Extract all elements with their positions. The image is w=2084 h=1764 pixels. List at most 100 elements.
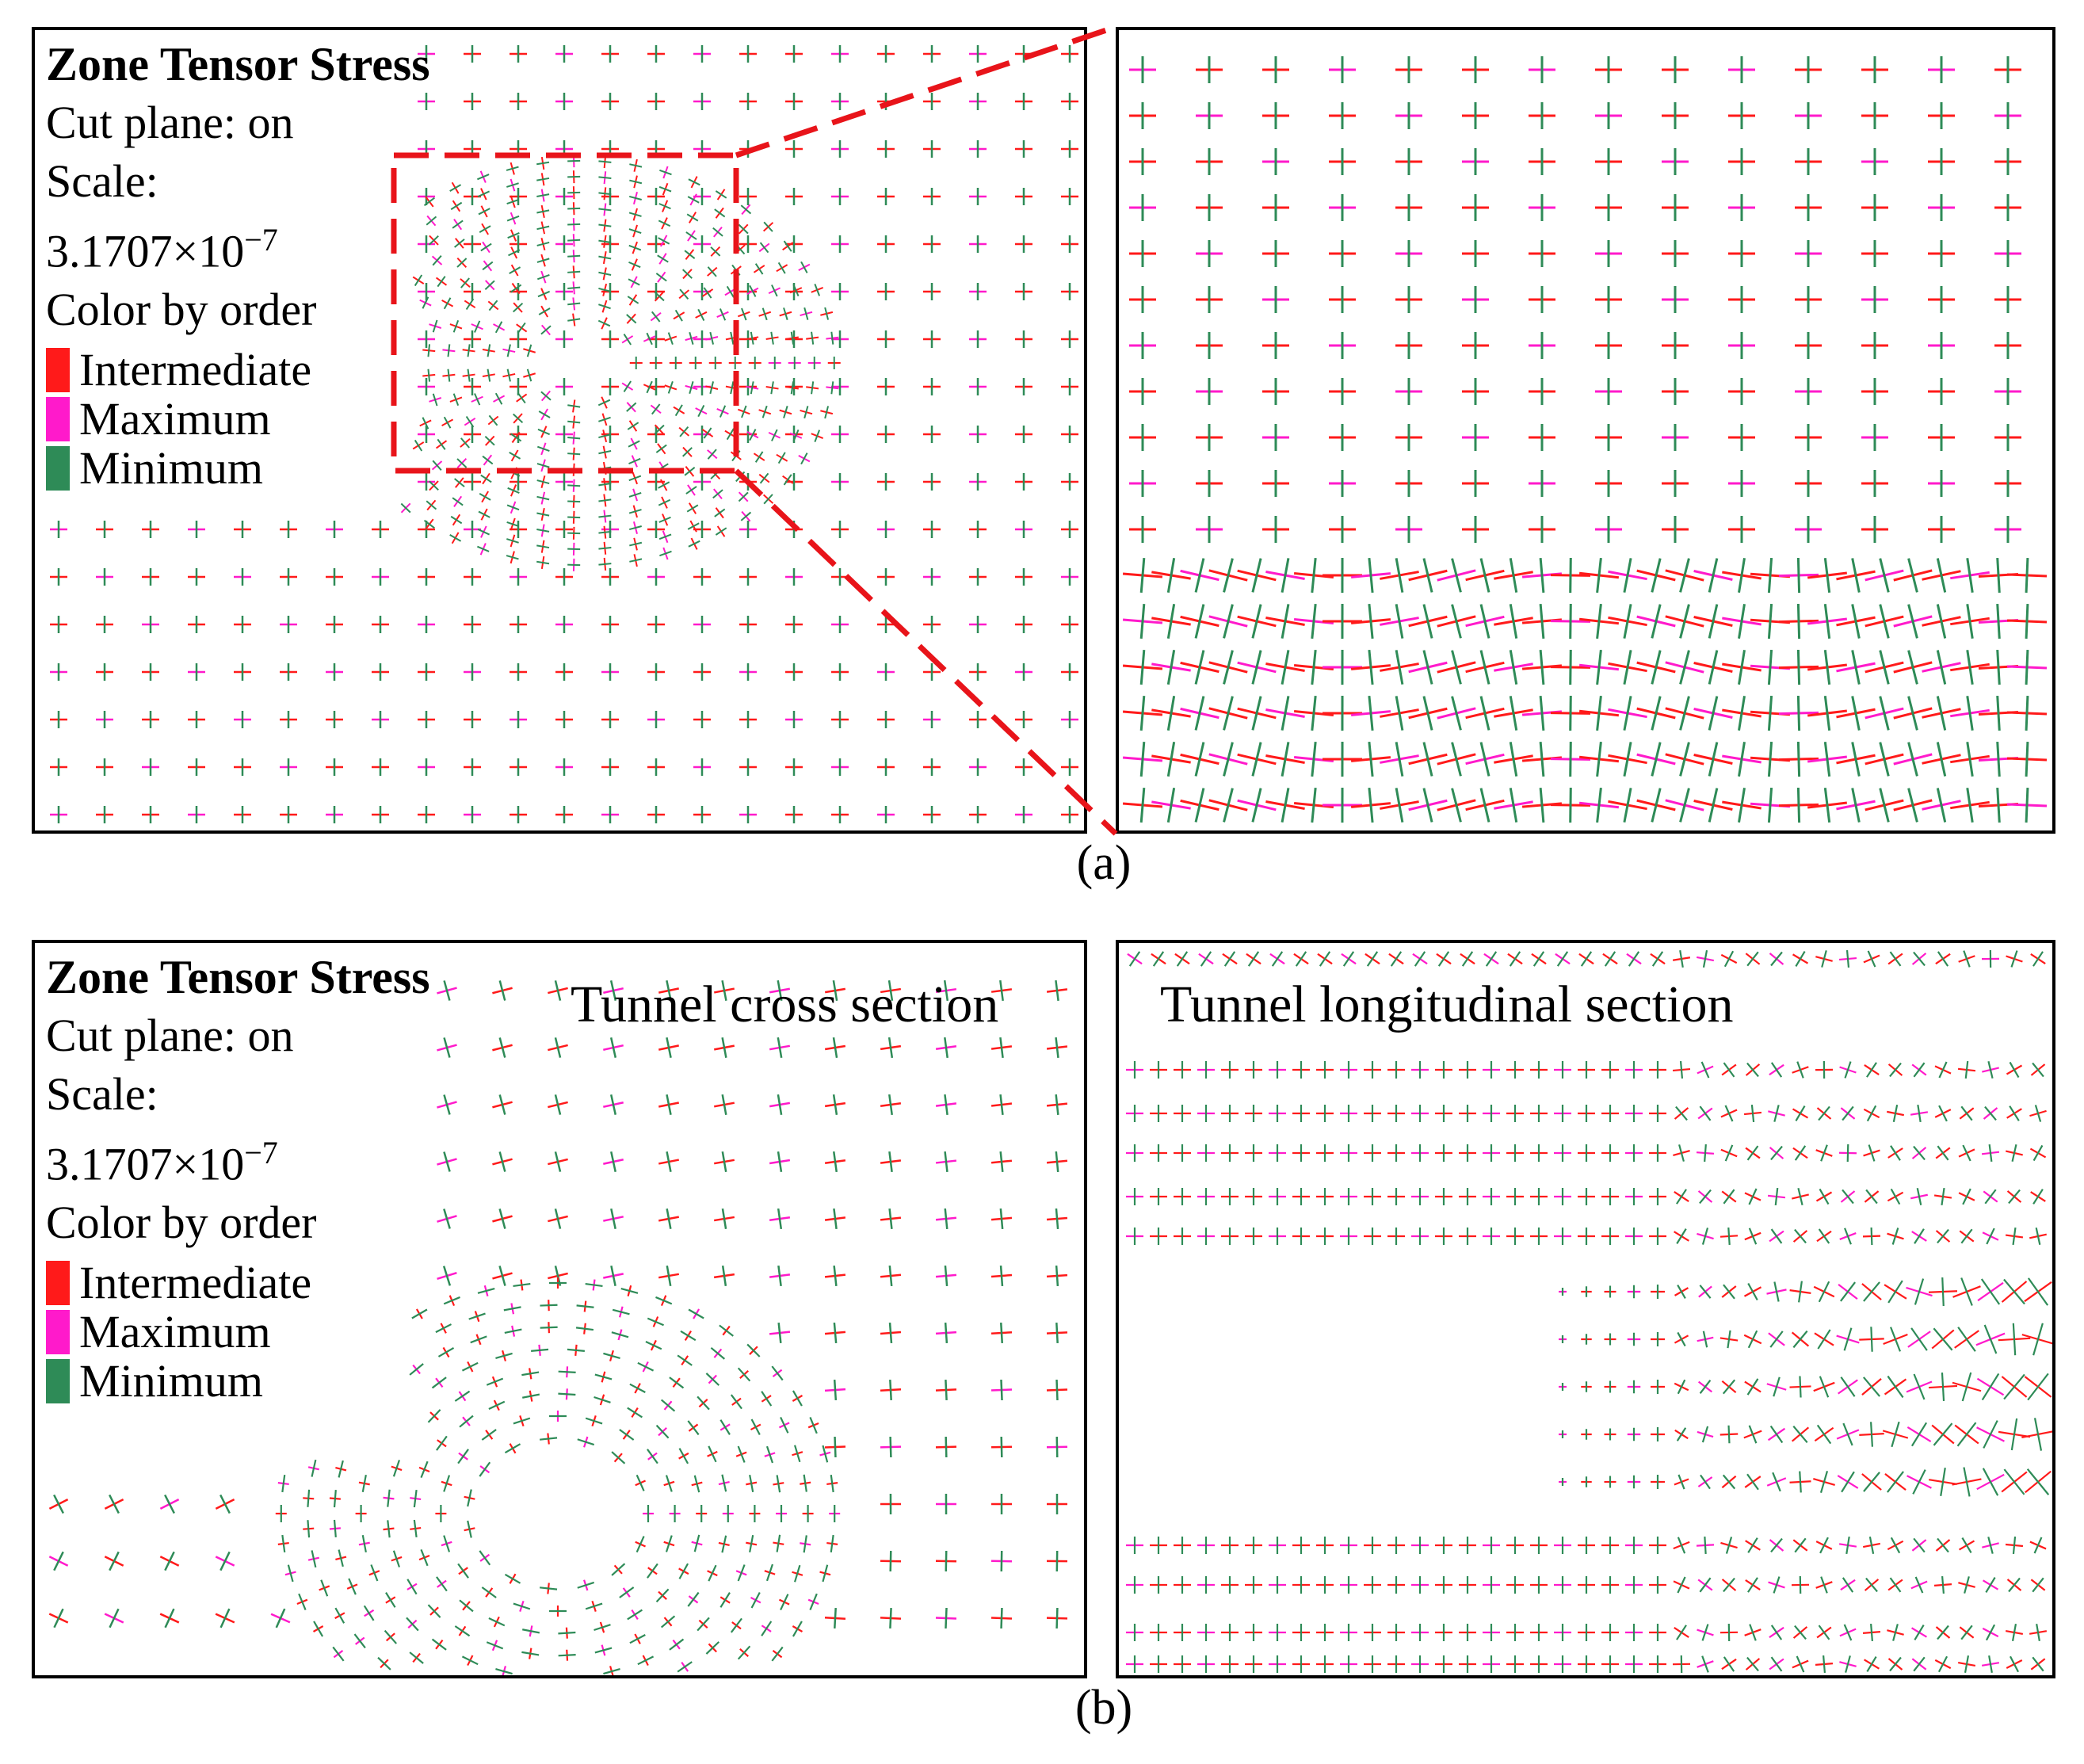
tensor-glyph: [1931, 1422, 1955, 1446]
tensor-glyph: [1530, 1576, 1548, 1594]
tensor-glyph: [611, 1563, 626, 1576]
tensor-glyph: [555, 568, 573, 586]
tensor-glyph: [513, 1415, 531, 1427]
tensor-glyph: [555, 473, 573, 491]
tensor-glyph: [880, 1550, 902, 1572]
tensor-glyph: [1636, 558, 1676, 593]
tensor-glyph: [739, 188, 757, 205]
tensor-glyph: [142, 758, 159, 776]
tensor-glyph: [1265, 604, 1305, 639]
tensor-glyph: [1150, 1105, 1167, 1122]
tensor-glyph: [1506, 1228, 1524, 1245]
tensor-glyph: [277, 1474, 289, 1493]
tensor-glyph: [627, 1609, 643, 1621]
tensor-glyph: [647, 93, 665, 110]
tensor-glyph: [935, 1037, 957, 1059]
tensor-glyph: [372, 521, 389, 538]
tensor-glyph: [1329, 102, 1356, 129]
tensor-glyph: [824, 979, 846, 1002]
tensor-glyph: [383, 1489, 395, 1507]
tensor-glyph: [1129, 516, 1156, 543]
tensor-glyph: [481, 1586, 497, 1598]
tensor-glyph: [1910, 1576, 1928, 1594]
tensor-glyph: [1506, 1144, 1524, 1162]
tensor-glyph: [880, 1265, 902, 1287]
tensor-glyph: [1462, 516, 1489, 543]
tensor-glyph: [1581, 1286, 1592, 1297]
tensor-glyph: [621, 380, 634, 393]
tensor-glyph: [1483, 1624, 1500, 1641]
tensor-glyph: [1674, 1189, 1689, 1205]
tensor-glyph: [1262, 332, 1289, 359]
tensor-glyph: [738, 223, 749, 235]
tensor-glyph: [555, 140, 573, 158]
tensor-glyph: [877, 330, 895, 348]
tensor-glyph: [1674, 1625, 1689, 1640]
tensor-glyph: [1959, 1625, 1975, 1640]
tensor-glyph: [628, 455, 641, 468]
tensor-glyph: [923, 711, 941, 728]
tensor-glyph: [598, 461, 612, 475]
tensor-glyph: [1744, 1624, 1761, 1641]
tensor-glyph: [2006, 649, 2048, 685]
tensor-glyph: [773, 1534, 784, 1552]
tensor-glyph: [406, 1579, 418, 1595]
maximum-swatch: [46, 397, 70, 442]
tensor-glyph: [1975, 1324, 2006, 1354]
tensor-glyph: [1292, 1655, 1310, 1673]
tensor-glyph: [418, 616, 435, 633]
tensor-glyph: [442, 344, 456, 357]
tensor-glyph: [1769, 1228, 1784, 1244]
tensor-glyph: [1604, 1285, 1616, 1298]
tensor-glyph: [598, 494, 612, 507]
tensor-glyph: [1837, 1471, 1859, 1493]
tensor-glyph: [1982, 1061, 1999, 1079]
tensor-glyph: [769, 1322, 791, 1344]
tensor-glyph: [1767, 1187, 1786, 1206]
tensor-glyph: [188, 616, 205, 633]
tensor-glyph: [558, 1366, 576, 1378]
tensor-glyph: [969, 93, 987, 110]
tensor-glyph: [708, 357, 722, 369]
tensor-glyph: [1437, 650, 1476, 685]
tensor-glyph: [1608, 742, 1647, 777]
tensor-glyph: [1662, 148, 1689, 175]
tensor-glyph: [1865, 696, 1904, 731]
tensor-glyph: [1745, 951, 1761, 967]
tensor-glyph: [555, 758, 573, 776]
tensor-glyph: [1745, 1577, 1761, 1593]
tensor-glyph: [486, 1640, 504, 1651]
tensor-glyph: [969, 473, 987, 491]
tensor-glyph: [1245, 1228, 1262, 1245]
tensor-glyph: [2030, 1062, 2046, 1078]
tensor-glyph: [427, 1409, 441, 1423]
tensor-glyph: [659, 547, 672, 560]
tensor-glyph: [685, 484, 697, 496]
tensor-glyph: [1697, 1379, 1713, 1395]
tensor-glyph: [521, 1368, 540, 1380]
tensor-glyph: [1174, 1624, 1191, 1641]
tensor-glyph: [637, 1361, 655, 1373]
tensor-glyph: [1928, 1277, 1958, 1307]
tensor-glyph: [1649, 1624, 1666, 1641]
tensor-glyph: [1316, 1188, 1334, 1205]
tensor-glyph: [831, 758, 849, 776]
caption-b: (b): [1074, 1681, 1133, 1735]
tensor-glyph: [877, 758, 895, 776]
tensor-glyph: [326, 758, 343, 776]
tensor-glyph: [275, 1505, 287, 1522]
tensor-glyph: [785, 568, 803, 586]
tensor-glyph: [680, 1330, 697, 1342]
tensor-glyph: [1387, 1144, 1405, 1162]
tensor-glyph: [1196, 286, 1223, 313]
tensor-glyph: [484, 280, 495, 291]
tensor-glyph: [806, 331, 819, 345]
tensor-glyph: [215, 1551, 235, 1571]
tensor-glyph: [1768, 1331, 1785, 1348]
tensor-glyph: [1462, 194, 1489, 221]
tensor-glyph: [372, 663, 389, 681]
tensor-glyph: [1769, 1062, 1784, 1078]
tensor-glyph: [555, 188, 573, 205]
tensor-glyph: [1651, 1332, 1665, 1346]
tensor-glyph: [1269, 1537, 1286, 1554]
